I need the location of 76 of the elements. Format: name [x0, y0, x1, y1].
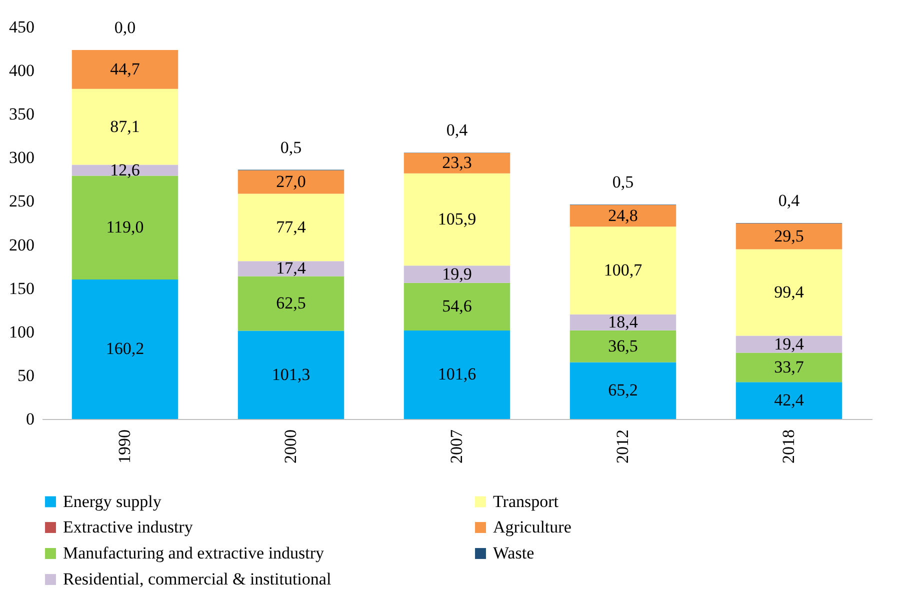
bar: [736, 249, 842, 336]
legend-label: Manufacturing and extractive industry: [63, 544, 325, 562]
data-label: 0,0: [114, 18, 136, 37]
data-label: 42,4: [774, 390, 804, 410]
bar: [404, 330, 510, 419]
x-tick-label: 2007: [447, 429, 466, 464]
data-label: 24,8: [608, 206, 638, 225]
bar: [238, 170, 344, 194]
x-tick-label: 1990: [115, 430, 134, 464]
bar: [404, 153, 510, 174]
data-label: 65,2: [608, 380, 638, 400]
bar: [736, 336, 842, 353]
y-tick-label: 400: [9, 61, 34, 80]
legend-label: Extractive industry: [63, 518, 194, 536]
bar: [72, 164, 178, 176]
y-tick-label: 100: [9, 322, 34, 342]
data-label: 33,7: [774, 357, 804, 376]
data-label: 101,3: [272, 364, 310, 384]
bar: [404, 173, 510, 266]
x-tick-label: 2018: [779, 430, 798, 464]
y-tick-label: 200: [9, 235, 34, 254]
y-tick-label: 450: [9, 18, 34, 36]
data-label: 44,7: [110, 59, 140, 78]
data-label: 99,4: [774, 282, 804, 302]
data-label: 36,5: [608, 336, 638, 356]
data-label: 27,0: [276, 172, 306, 191]
bar: [72, 88, 178, 165]
bar: [72, 50, 178, 89]
y-tick-label: 300: [9, 148, 34, 168]
bar: [238, 261, 344, 276]
data-label: 23,3: [442, 153, 472, 172]
data-label: 62,5: [276, 294, 306, 313]
bar: [404, 282, 510, 330]
y-tick-label: 150: [9, 278, 34, 298]
data-label: 160,2: [106, 339, 144, 358]
data-label: 18,4: [608, 312, 638, 332]
bar: [570, 205, 676, 227]
bar: [736, 224, 842, 250]
data-label: 100,7: [604, 260, 643, 280]
data-label: 101,6: [438, 364, 476, 384]
legend-label: Transport: [493, 492, 559, 511]
data-label: 87,1: [110, 116, 140, 136]
bar: [570, 226, 676, 314]
bar: [72, 279, 178, 419]
data-label: 77,4: [276, 217, 306, 236]
bar: [404, 266, 510, 283]
data-label: 105,9: [438, 209, 476, 228]
data-label: 0,4: [778, 191, 800, 210]
bar: [238, 194, 344, 262]
legend-label: Waste: [493, 544, 534, 562]
y-tick-label: 350: [9, 104, 34, 124]
bar: [570, 330, 676, 362]
y-tick-label: 0: [26, 410, 34, 428]
data-label: 0,5: [280, 138, 302, 157]
y-tick-label: 250: [9, 192, 34, 211]
data-label: 0,5: [612, 172, 634, 192]
bar: [736, 352, 842, 382]
x-tick-label: 2012: [613, 430, 632, 464]
data-label: 119,0: [106, 218, 144, 237]
data-label: 0,4: [446, 120, 468, 140]
bar: [238, 330, 344, 419]
data-label: 19,9: [442, 264, 472, 284]
data-label: 54,6: [442, 296, 472, 316]
legend-label: Residential, commercial & institutional: [63, 570, 332, 588]
legend-label: Energy supply: [63, 492, 162, 511]
data-label: 17,4: [276, 258, 306, 278]
data-label: 19,4: [774, 334, 804, 354]
data-label: 29,5: [774, 226, 804, 246]
data-label: 12,6: [110, 160, 140, 180]
bar: [570, 362, 676, 419]
x-tick-label: 2000: [281, 430, 300, 464]
y-tick-label: 50: [18, 366, 34, 385]
legend-label: Agriculture: [493, 518, 572, 536]
bar: [238, 276, 344, 331]
bar: [736, 382, 842, 419]
bar: [570, 314, 676, 330]
